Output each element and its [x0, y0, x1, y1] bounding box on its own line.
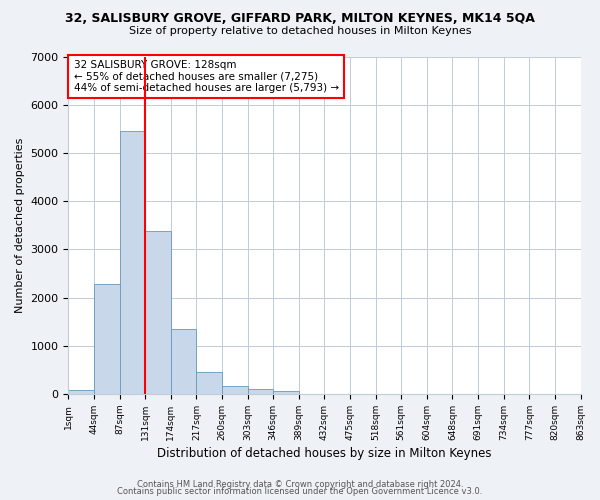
- Bar: [119, 131, 145, 394]
- Bar: [196, 372, 222, 394]
- Text: 32, SALISBURY GROVE, GIFFARD PARK, MILTON KEYNES, MK14 5QA: 32, SALISBURY GROVE, GIFFARD PARK, MILTO…: [65, 12, 535, 26]
- Bar: [248, 389, 273, 394]
- Bar: [273, 391, 299, 394]
- Text: Contains HM Land Registry data © Crown copyright and database right 2024.: Contains HM Land Registry data © Crown c…: [137, 480, 463, 489]
- Bar: [145, 231, 171, 394]
- Bar: [94, 284, 119, 394]
- X-axis label: Distribution of detached houses by size in Milton Keynes: Distribution of detached houses by size …: [157, 447, 492, 460]
- Text: 32 SALISBURY GROVE: 128sqm
← 55% of detached houses are smaller (7,275)
44% of s: 32 SALISBURY GROVE: 128sqm ← 55% of deta…: [74, 60, 338, 93]
- Text: Size of property relative to detached houses in Milton Keynes: Size of property relative to detached ho…: [129, 26, 471, 36]
- Text: Contains public sector information licensed under the Open Government Licence v3: Contains public sector information licen…: [118, 487, 482, 496]
- Bar: [68, 390, 94, 394]
- Y-axis label: Number of detached properties: Number of detached properties: [15, 138, 25, 313]
- Bar: [171, 330, 196, 394]
- Bar: [222, 386, 248, 394]
